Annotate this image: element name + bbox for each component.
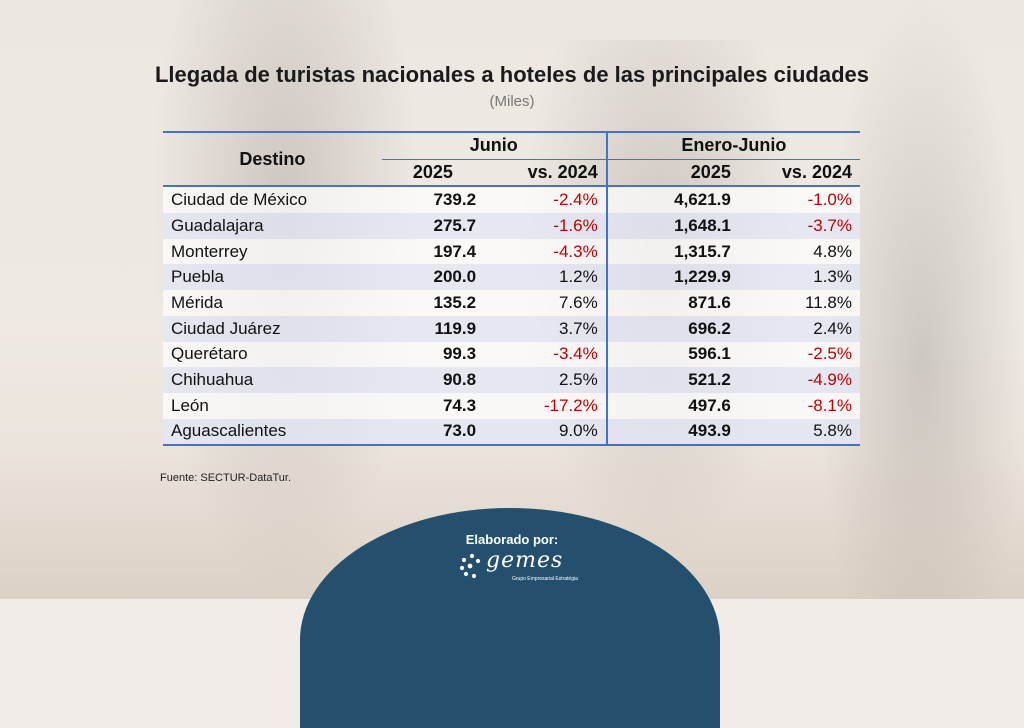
cell-destino: Guadalajara [163,213,382,239]
table-row: León 74.3 -17.2% 497.6 -8.1% [163,392,860,419]
cell-destino: Querétaro [163,341,382,368]
cell-ytd-vs: -4.9% [738,367,860,393]
cell-ytd-2025: 696.2 [605,315,739,342]
logo-tagline: Grupo Empresarial Estratégia [512,576,578,582]
header-ytd-2025: 2025 [605,159,739,188]
cell-jun-2025: 119.9 [381,315,485,342]
cell-jun-vs: -1.6% [484,213,607,239]
header-jun-2025: 2025 [381,159,485,188]
table-row: Chihuahua 90.8 2.5% 521.2 -4.9% [163,367,860,393]
cell-destino: León [163,392,382,419]
cell-jun-2025: 90.8 [381,367,485,393]
table-row: Monterrey 197.4 -4.3% 1,315.7 4.8% [163,238,860,265]
table-row: Guadalajara 275.7 -1.6% 1,648.1 -3.7% [163,213,860,239]
cell-ytd-2025: 4,621.9 [605,186,739,214]
chart-subtitle: (Miles) [489,93,535,110]
table-body: Ciudad de México 739.2 -2.4% 4,621.9 -1.0% Gu… [163,186,860,447]
gemes-logo-icon [459,553,481,579]
cell-ytd-2025: 1,648.1 [605,213,739,239]
table-row: Querétaro 99.3 -3.4% 596.1 -2.5% [163,341,860,368]
cell-ytd-vs: -3.7% [738,213,860,239]
cell-ytd-2025: 596.1 [605,341,739,368]
cell-jun-2025: 197.4 [381,238,485,265]
cell-ytd-vs: 11.8% [738,290,860,316]
cell-jun-vs: 2.5% [484,367,607,393]
table-row: Mérida 135.2 7.6% 871.6 11.8% [163,290,860,316]
cell-jun-2025: 275.7 [381,213,485,239]
cell-destino: Ciudad de México [163,186,382,214]
cell-jun-vs: 1.2% [484,264,607,291]
cell-destino: Ciudad Juárez [163,315,382,342]
cell-jun-vs: -4.3% [484,238,607,265]
source-note: Fuente: SECTUR-DataTur. [160,472,292,484]
cell-jun-vs: -3.4% [484,341,607,368]
cell-jun-vs: 9.0% [484,418,607,447]
cell-jun-vs: -17.2% [484,392,607,419]
cell-ytd-vs: 2.4% [738,315,860,342]
header-destino: Destino [163,132,382,188]
cell-ytd-2025: 1,315.7 [605,238,739,265]
header-ytd-vs: vs. 2024 [738,159,860,188]
cell-jun-2025: 99.3 [381,341,485,368]
cell-ytd-2025: 521.2 [605,367,739,393]
cell-ytd-2025: 871.6 [605,290,739,316]
tourism-table: Destino Junio Enero-Junio 2025 vs. 2024 … [163,131,860,447]
logo-wordmark: gemes [486,548,564,573]
table-row: Ciudad Juárez 119.9 3.7% 696.2 2.4% [163,315,860,342]
header-enero-junio: Enero-Junio [605,132,860,160]
table-row: Aguascalientes 73.0 9.0% 493.9 5.8% [163,418,860,447]
footer-label: Elaborado por: [465,532,559,547]
cell-ytd-2025: 1,229.9 [605,264,739,291]
cell-jun-vs: 7.6% [484,290,607,316]
cell-ytd-vs: 5.8% [738,418,860,447]
cell-ytd-vs: 1.3% [738,264,860,291]
header-junio: Junio [381,132,607,160]
table-row: Puebla 200.0 1.2% 1,229.9 1.3% [163,264,860,291]
cell-ytd-2025: 497.6 [605,392,739,419]
cell-ytd-vs: -1.0% [738,186,860,214]
cell-destino: Aguascalientes [163,418,382,447]
cell-destino: Mérida [163,290,382,316]
cell-ytd-vs: -8.1% [738,392,860,419]
cell-destino: Chihuahua [163,367,382,393]
cell-ytd-2025: 493.9 [605,418,739,447]
cell-ytd-vs: -2.5% [738,341,860,368]
header-jun-vs: vs. 2024 [484,159,607,188]
cell-destino: Puebla [163,264,382,291]
cell-jun-2025: 135.2 [381,290,485,316]
chart-title: Llegada de turistas nacionales a hoteles… [154,62,870,87]
cell-jun-2025: 73.0 [381,418,485,447]
cell-jun-2025: 74.3 [381,392,485,419]
cell-destino: Monterrey [163,238,382,265]
cell-jun-2025: 200.0 [381,264,485,291]
cell-ytd-vs: 4.8% [738,238,860,265]
cell-jun-2025: 739.2 [381,186,485,214]
cell-jun-vs: 3.7% [484,315,607,342]
cell-jun-vs: -2.4% [484,186,607,214]
table-row: Ciudad de México 739.2 -2.4% 4,621.9 -1.0% [163,186,860,214]
